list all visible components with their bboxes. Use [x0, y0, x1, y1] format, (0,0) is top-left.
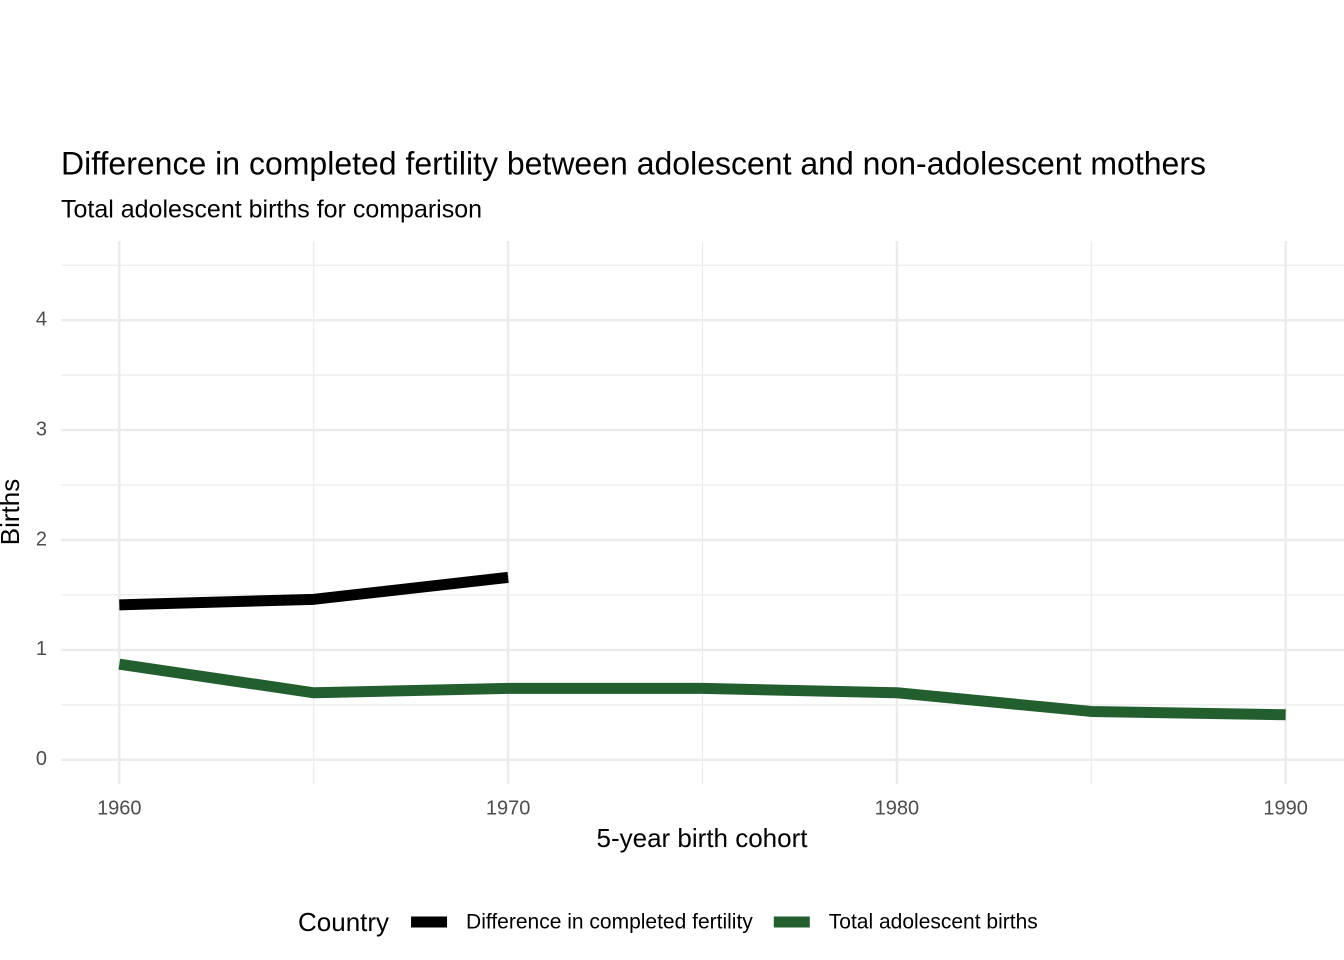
x-tick-label: 1970 [486, 797, 531, 819]
x-axis-title: 5-year birth cohort [597, 823, 809, 853]
x-tick-label: 1990 [1263, 797, 1308, 819]
y-tick-label: 1 [36, 638, 47, 660]
grid [61, 241, 1344, 784]
y-tick-label: 0 [36, 748, 47, 770]
y-tick-label: 4 [36, 308, 47, 330]
legend-label: Difference in completed fertility [466, 911, 753, 934]
x-tick-label: 1960 [97, 797, 142, 819]
x-tick-label: 1980 [875, 797, 920, 819]
y-tick-label: 3 [36, 418, 47, 440]
chart-subtitle: Total adolescent births for comparison [61, 196, 482, 224]
legend-label: Total adolescent births [829, 911, 1038, 934]
y-axis-title: Births [0, 479, 25, 545]
series-line [119, 571, 509, 611]
y-tick-label: 2 [36, 528, 47, 550]
series-line [118, 658, 1286, 721]
legend-title: Country [298, 907, 389, 937]
chart-title: Difference in completed fertility betwee… [61, 145, 1206, 181]
